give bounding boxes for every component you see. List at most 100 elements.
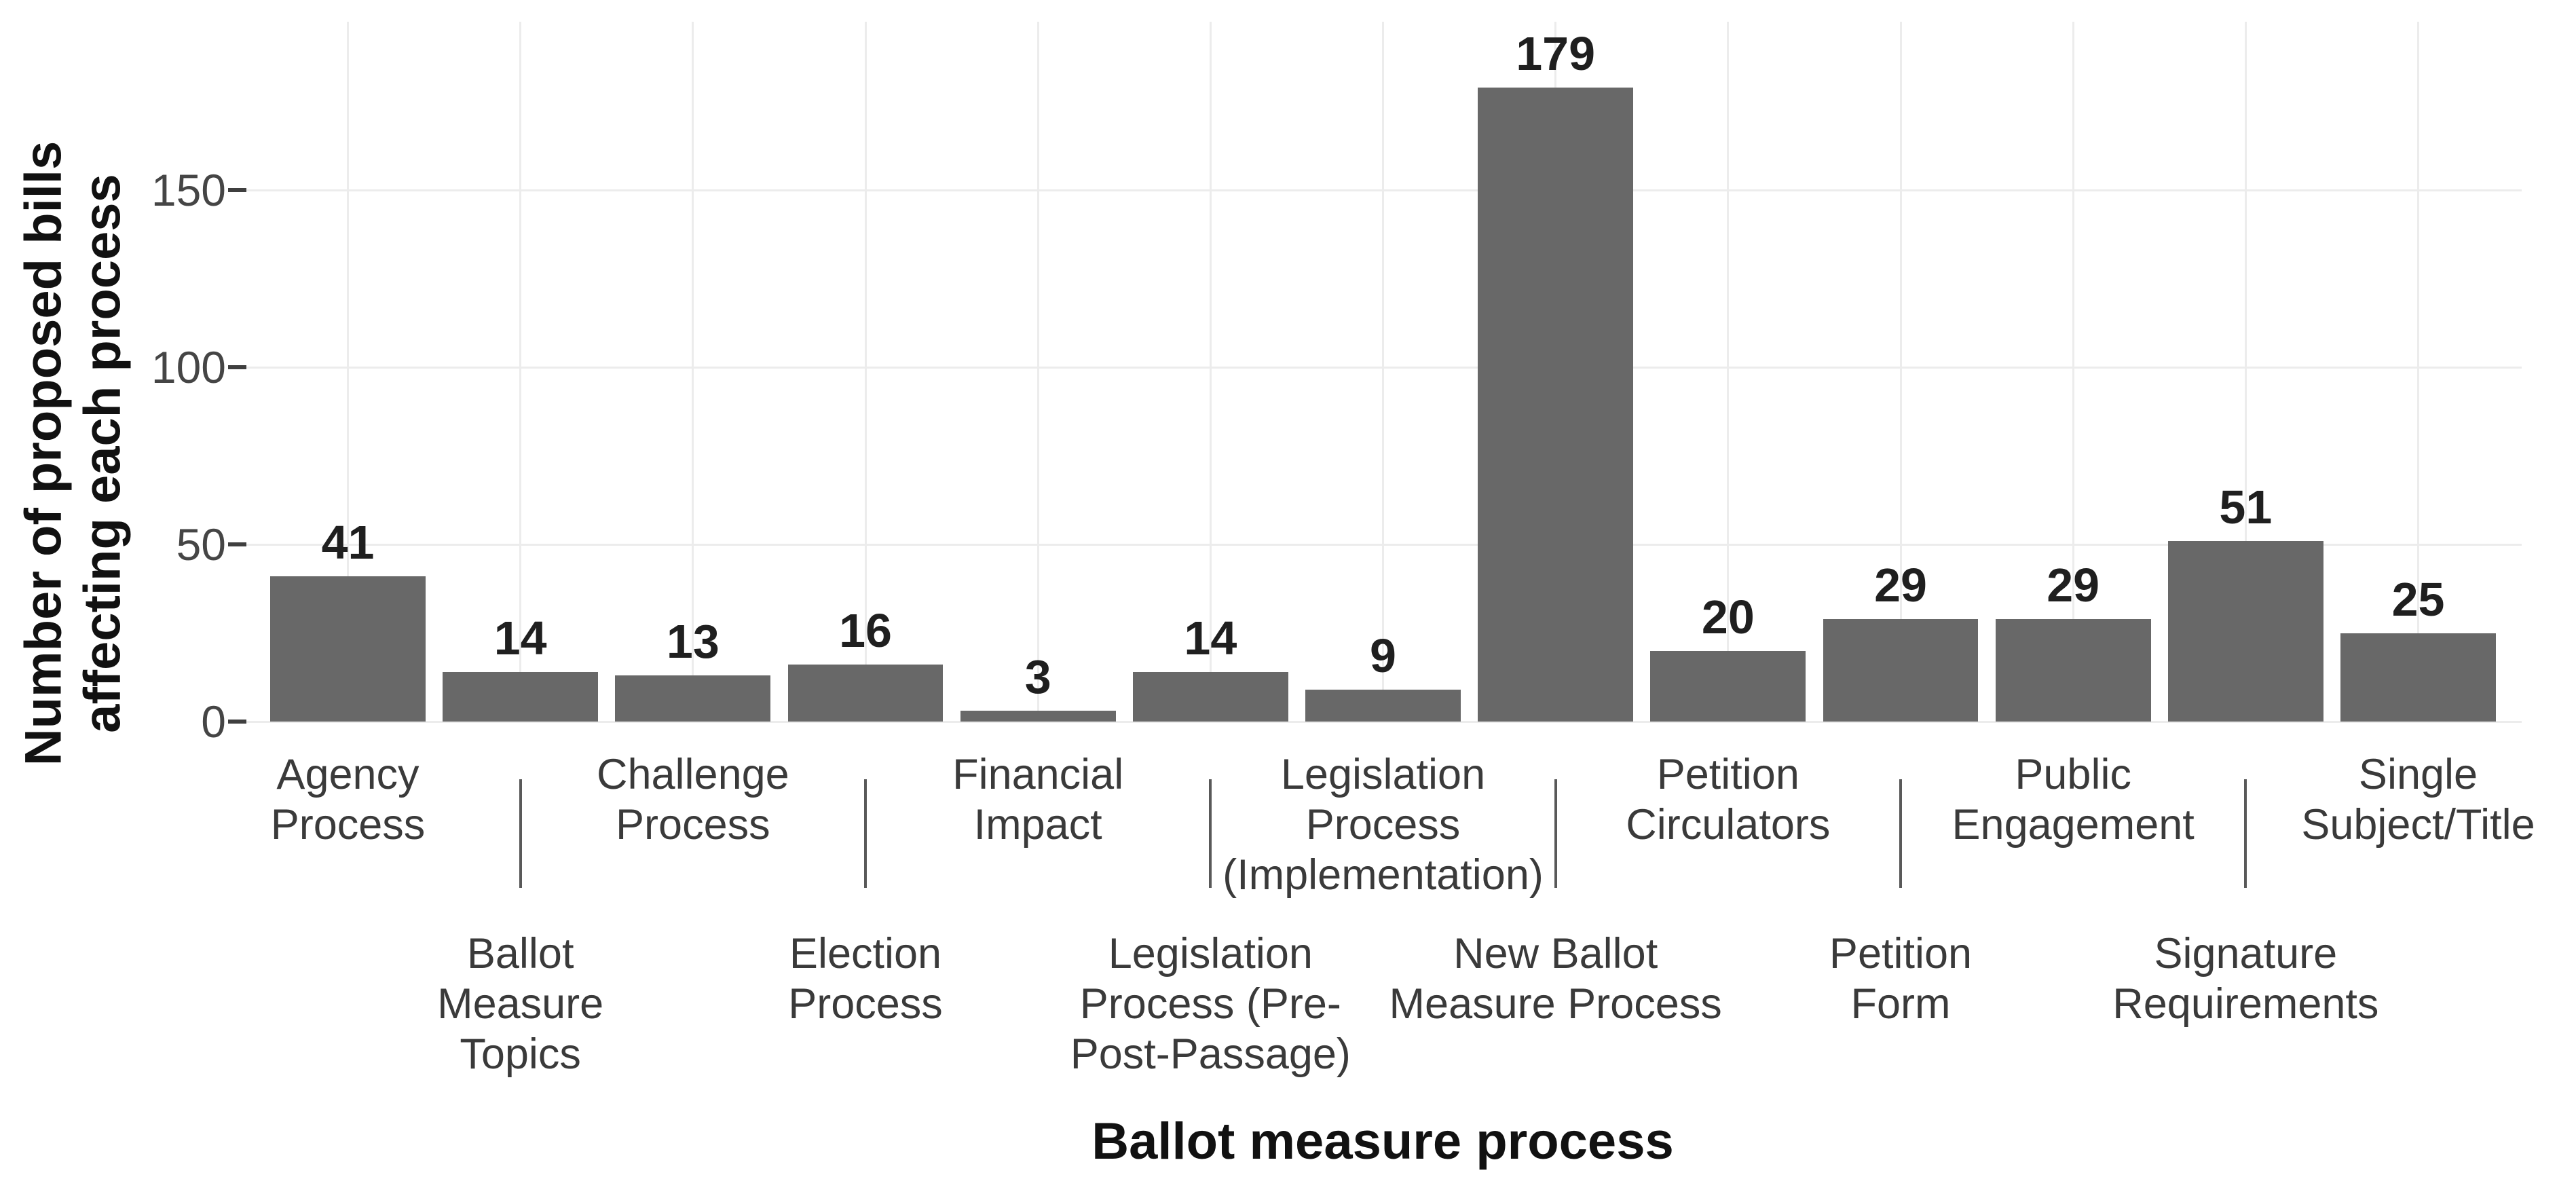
- bar: [270, 576, 426, 722]
- y-tick-mark: [228, 188, 246, 192]
- bar-value-label: 20: [1701, 590, 1755, 643]
- x-category-label-line: Topics: [460, 1030, 581, 1078]
- x-category-label-line: Challenge: [596, 751, 789, 798]
- x-category-label-line: Agency: [276, 751, 419, 798]
- bar-value-label: 3: [1024, 650, 1051, 704]
- y-axis-title: Number of proposed bills affecting each …: [14, 141, 132, 766]
- bar: [443, 671, 599, 722]
- x-category-label-line: Election: [789, 930, 942, 977]
- x-category-label: Signature Requirements: [2028, 929, 2463, 1029]
- x-category-label-line: Process: [788, 980, 943, 1028]
- y-tick-label: 50: [176, 519, 226, 570]
- x-category-label-line: Form: [1850, 980, 1951, 1028]
- x-category-label: Ballot Measure Topics: [303, 929, 738, 1079]
- x-category-label-line: Circulators: [1626, 801, 1831, 848]
- x-gridline: [1727, 22, 1730, 722]
- x-category-label-line: Process (Pre-: [1079, 980, 1341, 1028]
- x-category-label: Petition Circulators: [1511, 749, 1945, 850]
- x-category-label-line: Financial: [952, 751, 1124, 798]
- x-category-label-line: Process: [616, 801, 770, 848]
- x-gridline: [2072, 22, 2074, 722]
- x-category-label-line: Single: [2358, 751, 2478, 798]
- bar-value-label: 51: [2219, 480, 2273, 534]
- bar: [1995, 618, 2151, 722]
- x-category-label-line: Petition: [1656, 751, 1799, 798]
- y-tick-mark: [228, 365, 246, 369]
- x-category-label: Petition Form: [1683, 929, 2118, 1029]
- x-gridline: [1037, 22, 1039, 722]
- x-category-label-line: Petition: [1829, 930, 1973, 977]
- y-tick-mark: [228, 542, 246, 546]
- y-gridline: [244, 720, 2522, 723]
- x-tick-mark: [1554, 779, 1557, 888]
- x-category-label-line: (Implementation): [1222, 851, 1544, 899]
- x-category-label-line: Engagement: [1952, 801, 2195, 848]
- x-gridline: [1899, 22, 1902, 722]
- y-tick-label: 100: [151, 342, 226, 392]
- x-gridline: [692, 22, 694, 722]
- bar: [2340, 633, 2496, 722]
- x-category-label-line: Measure Process: [1389, 980, 1722, 1028]
- bar-value-label: 29: [2047, 558, 2100, 612]
- bar-value-label: 13: [666, 615, 720, 669]
- x-tick-mark: [1209, 779, 1212, 888]
- x-category-label: Single Subject/Title: [2201, 749, 2576, 850]
- bar-value-label: 14: [493, 611, 547, 665]
- x-category-label: New Ballot Measure Process: [1339, 929, 1773, 1029]
- x-category-label: Public Engagement: [1856, 749, 2290, 850]
- x-tick-mark: [864, 779, 867, 888]
- x-category-label-line: Legislation: [1108, 930, 1313, 977]
- x-category-label-line: Public: [2015, 751, 2131, 798]
- x-tick-mark: [2244, 779, 2247, 888]
- bar-value-label: 41: [321, 515, 375, 569]
- x-category-label: Financial Impact: [821, 749, 1255, 850]
- x-gridline: [1209, 22, 1212, 722]
- bar: [1132, 671, 1288, 722]
- bar-value-label: 29: [1874, 558, 1927, 612]
- bar: [615, 675, 771, 722]
- bar: [1305, 690, 1461, 722]
- x-gridline: [864, 22, 867, 722]
- bar: [787, 665, 944, 722]
- x-category-label-line: Signature: [2154, 930, 2338, 977]
- x-category-label: Challenge Process: [476, 749, 910, 850]
- x-gridline: [1382, 22, 1384, 722]
- y-axis-title-line-2: affecting each process: [73, 174, 131, 733]
- y-axis-title-line-1: Number of proposed bills: [14, 141, 73, 766]
- x-category-label-line: Post-Passage): [1070, 1030, 1351, 1078]
- bar-value-label: 179: [1516, 26, 1596, 80]
- x-category-label-line: Measure: [437, 980, 604, 1028]
- x-category-label-line: New Ballot: [1453, 930, 1658, 977]
- x-gridline: [519, 22, 522, 722]
- bar: [2167, 540, 2323, 722]
- x-gridline: [347, 22, 349, 722]
- x-tick-mark: [519, 779, 522, 888]
- y-tick-label: 150: [151, 165, 226, 215]
- bar: [1478, 87, 1634, 722]
- bar: [960, 711, 1116, 722]
- x-category-label: Agency Process: [131, 749, 565, 850]
- bar-value-label: 16: [839, 604, 892, 658]
- x-category-label-line: Requirements: [2112, 980, 2379, 1028]
- x-category-label: Election Process: [648, 929, 1083, 1029]
- x-category-label: Legislation Process (Implementation): [1166, 749, 1601, 900]
- bar-value-label: 14: [1184, 611, 1237, 665]
- bar: [1823, 618, 1979, 722]
- x-gridline: [2244, 22, 2247, 722]
- bar-value-label: 25: [2391, 572, 2445, 626]
- bar-value-label: 9: [1370, 629, 1396, 683]
- x-category-label-line: Process: [1305, 801, 1461, 848]
- x-category-label-line: Ballot: [466, 930, 574, 977]
- x-tick-mark: [1899, 779, 1902, 888]
- y-tick-mark: [228, 720, 246, 724]
- x-category-label-line: Legislation: [1280, 751, 1486, 798]
- x-category-label: Legislation Process (Pre- Post-Passage): [993, 929, 1427, 1079]
- x-category-label-line: Process: [270, 801, 426, 848]
- bar: [1650, 650, 1806, 722]
- x-category-label-line: Subject/Title: [2301, 801, 2535, 848]
- y-tick-label: 0: [201, 696, 226, 747]
- x-gridline: [2417, 22, 2419, 722]
- x-category-label-line: Impact: [973, 801, 1102, 848]
- x-axis-title: Ballot measure process: [1091, 1113, 1674, 1170]
